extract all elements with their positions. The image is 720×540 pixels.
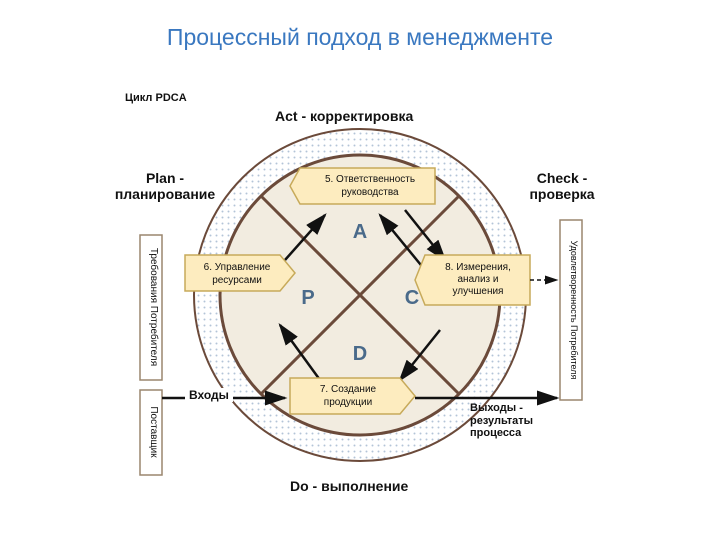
- step-6-box: 6. Управление ресурсами: [185, 255, 295, 291]
- svg-text:6. Управление: 6. Управление: [204, 262, 271, 273]
- svg-text:Поставщик: Поставщик: [148, 406, 159, 458]
- svg-text:продукции: продукции: [324, 397, 372, 408]
- letter-a: A: [353, 221, 367, 243]
- outputs-label: Выходы - результаты процесса: [470, 402, 570, 440]
- step-7-box: 7. Создание продукции: [290, 378, 415, 414]
- phase-check: Check - проверка: [517, 170, 607, 202]
- svg-text:Удовлетворенность Потребителя: Удовлетворенность Потребителя: [569, 241, 579, 380]
- svg-text:анализ и: анализ и: [457, 274, 498, 285]
- svg-text:5. Ответственность: 5. Ответственность: [325, 174, 415, 185]
- svg-text:улучшения: улучшения: [453, 286, 504, 297]
- letter-p: P: [301, 287, 314, 309]
- sidebar-left-bottom: Поставщик: [140, 390, 162, 475]
- phase-do: Do - выполнение: [290, 478, 408, 494]
- step-5-box: 5. Ответственность руководства: [290, 168, 435, 204]
- phase-act: Act - корректировка: [275, 108, 413, 124]
- inputs-label: Входы: [185, 388, 233, 402]
- cycle-label: Цикл PDCA: [125, 92, 187, 104]
- phase-plan: Plan - планирование: [110, 170, 220, 202]
- step-8-box: 8. Измерения, анализ и улучшения: [415, 255, 530, 305]
- sidebar-left-top: Требования Потребителя: [140, 235, 162, 380]
- svg-text:Требования Потребителя: Требования Потребителя: [148, 248, 160, 366]
- letter-d: D: [353, 343, 367, 365]
- pdca-diagram: A P C D 5. Ответственность: [125, 90, 595, 510]
- svg-text:ресурсами: ресурсами: [212, 275, 262, 286]
- svg-text:руководства: руководства: [341, 187, 399, 198]
- letter-c: C: [405, 287, 419, 309]
- sidebar-right: Удовлетворенность Потребителя: [560, 220, 582, 400]
- page-title: Процессный подход в менеджменте: [0, 24, 720, 51]
- svg-text:7. Создание: 7. Создание: [320, 384, 377, 395]
- svg-text:8. Измерения,: 8. Измерения,: [445, 262, 511, 273]
